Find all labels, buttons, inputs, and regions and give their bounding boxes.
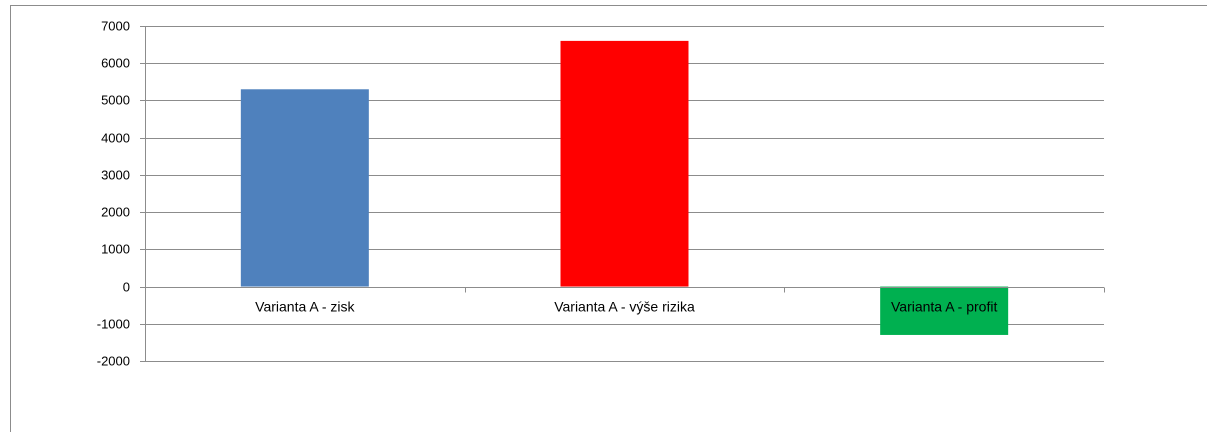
y-tick-label: 2000 xyxy=(101,205,130,220)
bar xyxy=(880,286,1009,335)
y-tick-label: 1000 xyxy=(101,242,130,257)
y-tick-label: 0 xyxy=(123,280,130,295)
bar xyxy=(240,89,369,287)
bar xyxy=(560,40,689,287)
labels: 7000 6000 5000 4000 3000 2000 1000 0 -1000 -2000 V… xyxy=(97,19,998,369)
axes xyxy=(140,26,1105,362)
y-tick-label: 3000 xyxy=(101,168,130,183)
bars xyxy=(240,40,1009,335)
y-tick-label: 6000 xyxy=(101,56,130,71)
y-tick-label: 5000 xyxy=(101,93,130,108)
x-category-label: Varianta A - profit xyxy=(891,299,997,315)
x-category-label: Varianta A - výše rizika xyxy=(554,299,695,315)
y-tick-label: -2000 xyxy=(97,354,130,369)
chart-frame xyxy=(10,5,1207,432)
y-tick-label: -1000 xyxy=(97,317,130,332)
y-tick-label: 4000 xyxy=(101,131,130,146)
x-category-label: Varianta A - zisk xyxy=(255,299,355,315)
y-tick-label: 7000 xyxy=(101,19,130,34)
